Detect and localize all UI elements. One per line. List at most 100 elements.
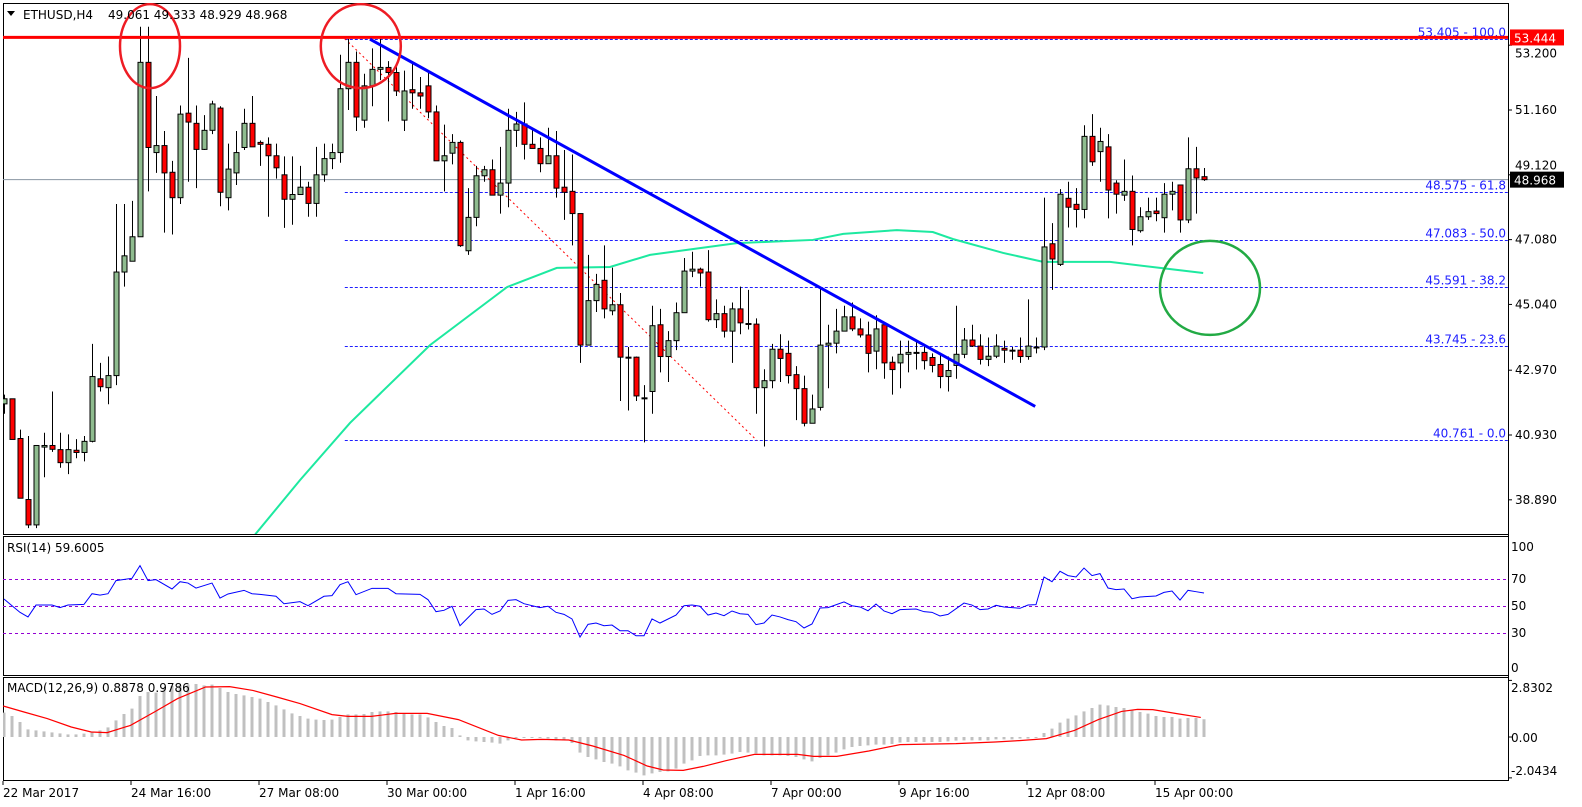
- macd-histogram-bar: [250, 697, 254, 737]
- candle: [673, 302, 680, 351]
- time-axis-label: 30 Mar 00:00: [387, 786, 467, 800]
- candle: [497, 146, 504, 214]
- fib-anchor-line[interactable]: [344, 38, 758, 441]
- candle: [785, 340, 792, 384]
- bear-candle-body: [281, 174, 288, 200]
- macd-histogram-bar: [1162, 717, 1166, 737]
- macd-histogram-bar: [594, 737, 598, 760]
- bear-candle-body: [793, 374, 800, 390]
- macd-histogram-bar: [682, 737, 686, 764]
- bear-candle-body: [617, 304, 624, 358]
- dropdown-triangle-icon[interactable]: [7, 11, 15, 16]
- macd-histogram-bar: [730, 737, 734, 754]
- candle: [681, 258, 688, 314]
- macd-histogram-bar: [434, 722, 438, 737]
- time-axis-label: 22 Mar 2017: [3, 786, 79, 800]
- bear-candle-body: [57, 449, 64, 464]
- candle: [97, 362, 104, 392]
- green-circle-annotation[interactable]: [1158, 239, 1262, 337]
- macd-histogram-bar: [1066, 718, 1070, 737]
- macd-histogram-bar: [1114, 707, 1118, 737]
- candle: [345, 38, 352, 110]
- macd-histogram-bar: [538, 737, 542, 738]
- candle: [1073, 188, 1080, 228]
- macd-histogram-bar: [362, 714, 366, 737]
- rsi-axis-label: 0: [1511, 661, 1519, 675]
- candle: [417, 76, 424, 109]
- bull-candle-body: [609, 304, 616, 312]
- bear-candle-body: [753, 323, 760, 389]
- resistance-price-label-box: [1510, 29, 1564, 46]
- candle: [1169, 181, 1176, 211]
- macd-histogram-bar: [962, 737, 966, 741]
- macd-histogram-bar: [546, 737, 550, 739]
- macd-histogram-bar: [698, 737, 702, 756]
- candle: [401, 70, 408, 131]
- macd-histogram-bar: [370, 712, 374, 737]
- candle: [337, 54, 344, 163]
- candle: [1145, 197, 1152, 220]
- macd-histogram-bar: [906, 737, 910, 742]
- candle: [929, 353, 936, 373]
- bear-candle-body: [1193, 168, 1200, 179]
- bear-candle-body: [217, 107, 224, 193]
- macd-histogram-bar: [274, 705, 278, 737]
- bear-candle-body: [97, 378, 104, 388]
- fib-level-label: 45.591 - 38.2: [1425, 274, 1506, 288]
- candle: [329, 143, 336, 170]
- macd-histogram-bar: [498, 737, 502, 744]
- candle: [617, 292, 624, 402]
- candle: [385, 61, 392, 122]
- candle: [945, 356, 952, 392]
- macd-histogram-bar: [74, 734, 78, 737]
- bear-candle-body: [1105, 146, 1112, 191]
- macd-histogram-bar: [1034, 737, 1038, 738]
- macd-histogram-bar: [338, 717, 342, 737]
- bull-candle-body: [1041, 246, 1048, 348]
- macd-histogram-bar: [490, 737, 494, 743]
- macd-histogram-bar: [890, 737, 894, 744]
- macd-histogram-bar: [762, 737, 766, 756]
- bull-candle-body: [905, 351, 912, 355]
- candle: [129, 200, 136, 262]
- candle: [265, 137, 272, 217]
- candle: [1105, 134, 1112, 219]
- bull-candle-body: [41, 444, 48, 448]
- macd-panel[interactable]: [3, 677, 1509, 781]
- bull-candle-body: [337, 88, 344, 154]
- macd-histogram-bar: [10, 716, 14, 737]
- trend-line[interactable]: [369, 37, 1036, 408]
- macd-histogram-bar: [586, 737, 590, 757]
- bull-candle-body: [1057, 193, 1064, 265]
- macd-axis-label: 0.00: [1511, 731, 1538, 745]
- candle: [761, 369, 768, 447]
- rsi-axis-label: 70: [1511, 572, 1526, 586]
- bull-candle-body: [449, 141, 456, 154]
- candle: [177, 105, 184, 205]
- bear-candle-body: [865, 334, 872, 354]
- macd-label: MACD(12,26,9) 0.8878 0.9786: [7, 681, 190, 695]
- macd-histogram-bar: [978, 737, 982, 741]
- macd-histogram-bar: [1178, 718, 1182, 737]
- bull-candle-body: [65, 449, 72, 464]
- main-panel[interactable]: [3, 3, 1509, 535]
- red-circle-annotation[interactable]: [118, 3, 182, 90]
- bear-candle-body: [1201, 176, 1208, 181]
- bear-candle-body: [145, 61, 152, 148]
- macd-histogram-bar: [194, 684, 198, 737]
- macd-histogram-bar: [954, 737, 958, 741]
- macd-histogram-bar: [146, 692, 150, 737]
- macd-histogram-bar: [3, 712, 6, 737]
- bear-candle-body: [417, 92, 424, 97]
- candle: [689, 251, 696, 278]
- bear-candle-body: [457, 141, 464, 247]
- bear-candle-body: [9, 398, 16, 440]
- candle: [65, 434, 72, 475]
- macd-histogram-bar: [746, 737, 750, 753]
- macd-histogram-bar: [530, 737, 534, 738]
- candle: [17, 429, 24, 499]
- bull-candle-body: [1025, 345, 1032, 358]
- bull-candle-body: [873, 328, 880, 352]
- bull-candle-body: [825, 342, 832, 346]
